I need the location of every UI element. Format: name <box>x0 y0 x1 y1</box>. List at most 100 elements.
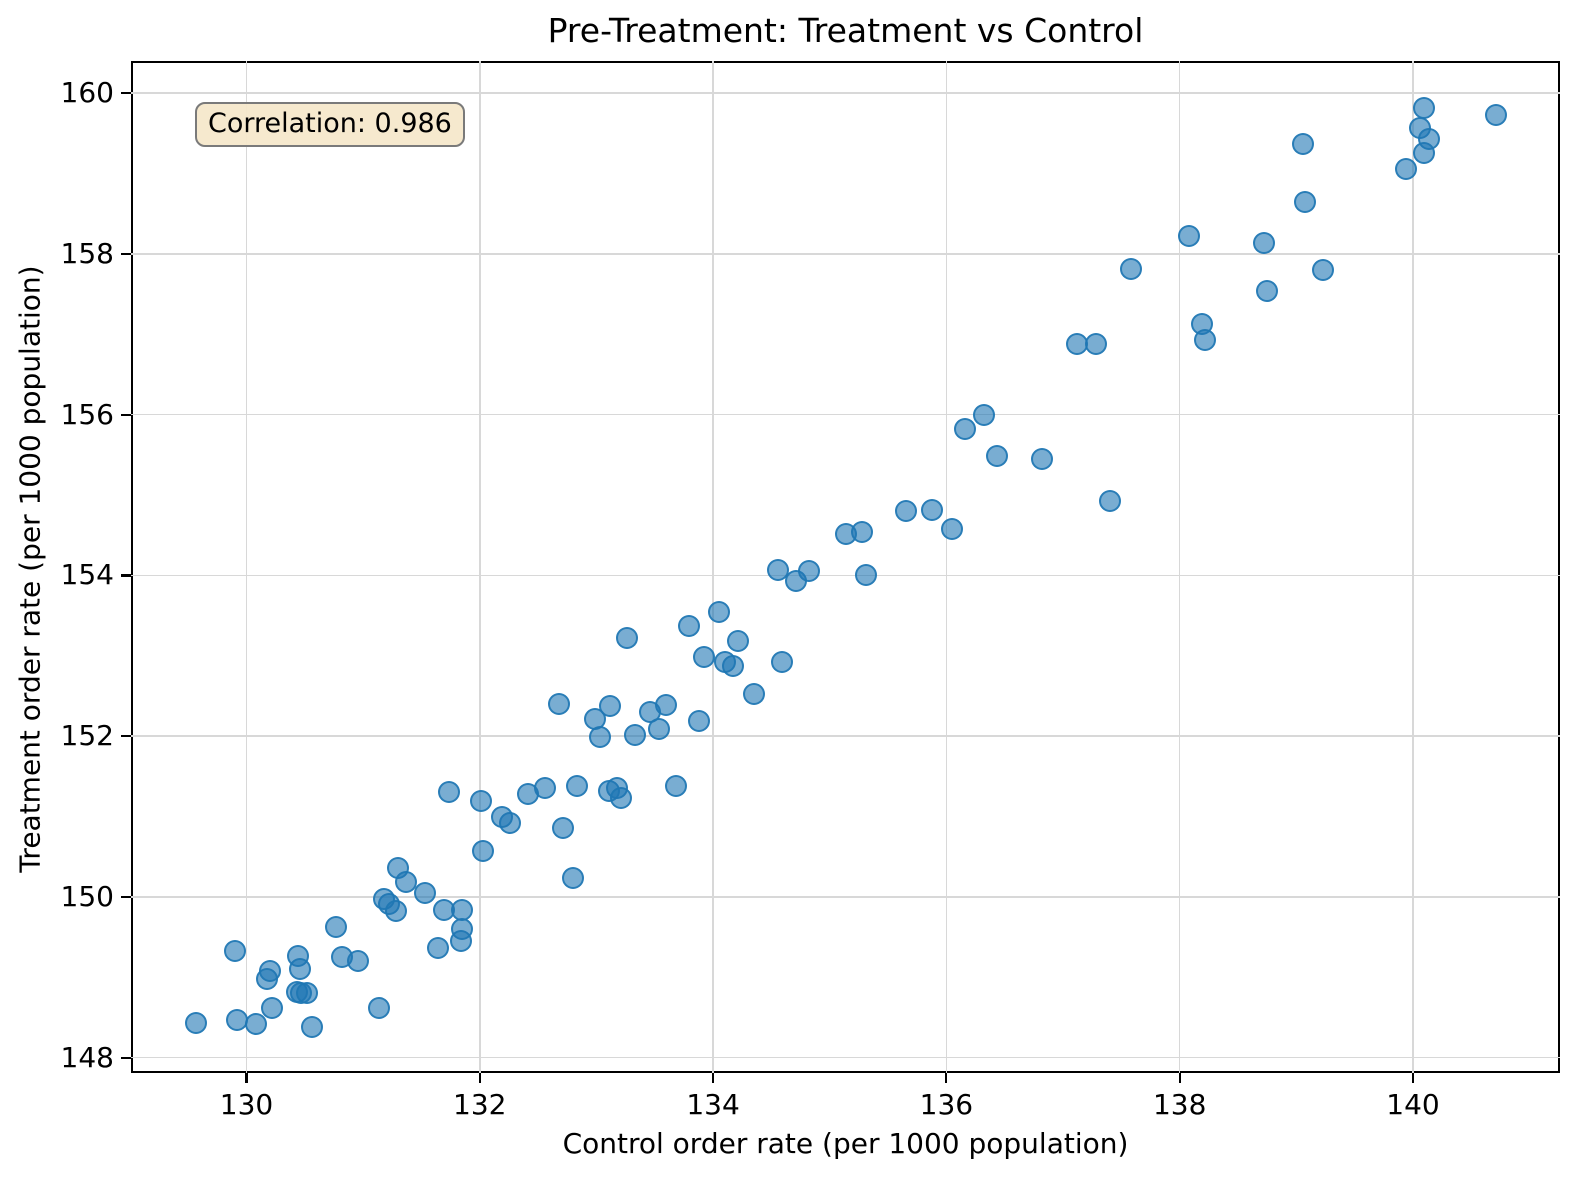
scatter-point <box>395 871 418 894</box>
scatter-point <box>688 709 711 732</box>
scatter-point <box>384 899 407 922</box>
x-gridline <box>1178 61 1181 1073</box>
chart-title: Pre-Treatment: Treatment vs Control <box>547 11 1144 50</box>
y-tick-label: 152 <box>60 719 114 753</box>
x-tick-mark <box>1178 1073 1181 1083</box>
scatter-point <box>707 600 730 623</box>
y-gridline <box>131 1056 1560 1059</box>
scatter-point <box>223 939 246 962</box>
y-tick-label: 160 <box>60 76 114 110</box>
scatter-point <box>289 957 312 980</box>
scatter-point <box>921 498 944 521</box>
y-tick-label: 154 <box>60 558 114 592</box>
scatter-point <box>1256 279 1279 302</box>
y-gridline <box>131 253 1560 255</box>
scatter-point <box>261 996 284 1019</box>
scatter-point <box>609 787 632 810</box>
y-tick-label: 150 <box>60 879 114 913</box>
scatter-point <box>565 775 588 798</box>
scatter-point <box>692 645 715 668</box>
scatter-point <box>941 517 964 540</box>
scatter-point <box>451 898 474 921</box>
scatter-point <box>1098 489 1121 512</box>
x-tick-mark <box>711 1073 715 1083</box>
x-gridline <box>1412 61 1414 1073</box>
scatter-point <box>1084 332 1107 355</box>
scatter-point <box>894 500 917 523</box>
scatter-point <box>588 726 611 748</box>
scatter-point <box>623 724 646 747</box>
x-tick-label: 138 <box>1152 1088 1207 1121</box>
scatter-point <box>677 615 700 638</box>
x-axis-label: Control order rate (per 1000 population) <box>562 1127 1129 1160</box>
correlation-annotation: Correlation: 0.986 <box>195 102 465 147</box>
x-gridline <box>712 61 714 1073</box>
scatter-point <box>413 881 436 904</box>
scatter-point <box>469 790 492 813</box>
scatter-point <box>1484 103 1507 126</box>
scatter-point <box>1312 258 1335 281</box>
scatter-point <box>648 717 671 740</box>
scatter-point <box>664 775 687 798</box>
scatter-point <box>1418 127 1441 150</box>
scatter-point <box>258 959 281 982</box>
x-tick-label: 140 <box>1386 1088 1440 1121</box>
y-gridline <box>131 896 1560 898</box>
scatter-point <box>1194 328 1217 351</box>
y-tick-label: 158 <box>60 236 114 270</box>
scatter-point <box>300 1016 323 1039</box>
x-gridline <box>945 61 948 1073</box>
scatter-point <box>499 812 522 834</box>
scatter-point <box>851 521 874 544</box>
y-gridline <box>131 92 1560 94</box>
scatter-point <box>1119 258 1142 281</box>
x-tick-label: 136 <box>919 1088 974 1121</box>
scatter-point <box>726 630 749 653</box>
y-gridline <box>131 413 1560 416</box>
x-gridline <box>245 61 248 1073</box>
plot-area <box>131 61 1560 1073</box>
scatter-point <box>244 1012 267 1035</box>
x-tick-label: 130 <box>219 1088 274 1121</box>
scatter-point <box>451 918 474 941</box>
scatter-point <box>368 996 391 1019</box>
y-gridline <box>131 735 1560 737</box>
scatter-point <box>770 651 793 674</box>
x-tick-label: 134 <box>686 1088 740 1121</box>
x-gridline <box>479 61 481 1073</box>
scatter-point <box>1412 97 1435 120</box>
y-tick-mark <box>121 574 131 577</box>
scatter-point <box>325 915 348 938</box>
scatter-point <box>767 558 790 581</box>
scatter-point <box>972 403 995 426</box>
y-tick-mark <box>121 735 131 738</box>
scatter-point <box>548 693 571 716</box>
scatter-point <box>347 950 370 973</box>
y-tick-label: 148 <box>60 1040 114 1074</box>
scatter-point <box>1252 231 1275 254</box>
x-tick-mark <box>1411 1073 1415 1083</box>
scatter-point <box>615 627 638 650</box>
scatter-point <box>721 655 744 678</box>
scatter-point <box>185 1012 208 1035</box>
scatter-point <box>426 936 449 959</box>
scatter-point <box>1292 132 1315 155</box>
scatter-point <box>854 564 877 587</box>
scatter-point <box>1031 447 1054 470</box>
scatter-point <box>296 982 319 1005</box>
scatter-point <box>1293 190 1316 213</box>
y-tick-mark <box>121 92 131 95</box>
x-tick-label: 132 <box>453 1088 507 1121</box>
scatter-point <box>1178 225 1201 248</box>
y-axis-label: Treatment order rate (per 1000 populatio… <box>13 265 47 873</box>
x-tick-mark <box>945 1073 948 1083</box>
y-tick-label: 156 <box>60 397 114 431</box>
scatter-point <box>551 816 574 839</box>
x-tick-mark <box>478 1073 481 1083</box>
y-tick-mark <box>121 895 131 899</box>
scatter-point <box>954 418 977 441</box>
y-tick-mark <box>121 413 131 416</box>
x-tick-mark <box>245 1073 248 1083</box>
scatter-point <box>797 560 820 583</box>
